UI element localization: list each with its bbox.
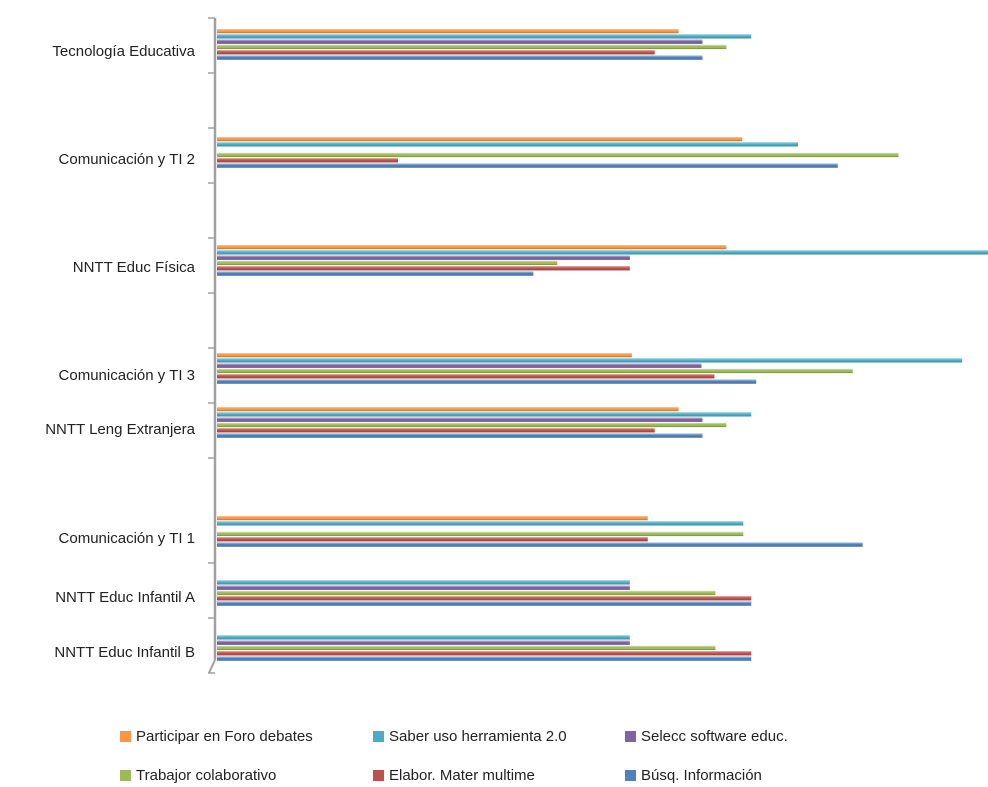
category-label: NNTT Educ Infantil A [55,589,195,606]
bar [217,260,558,266]
category-label: NNTT Leng Extranjera [45,421,195,438]
category-label: NNTT Educ Infantil B [54,644,195,661]
bar [217,358,963,363]
bar [217,635,630,640]
bar [217,266,630,271]
bar [217,29,679,34]
bar [217,407,679,412]
legend-item: Elabor. Mater multime [373,767,535,784]
bar [217,142,798,147]
bar [217,34,752,39]
bar [217,137,743,142]
bar-chart: Tecnología Educativa Comunicación y TI 2 N… [45,17,988,674]
legend: Participar en Foro debates Saber uso herr… [0,720,988,787]
bar [217,50,655,55]
category-label: NNTT Educ Física [73,259,196,276]
legend-label: Elabor. Mater multime [389,767,535,784]
bar [217,516,648,521]
bar [217,537,648,542]
bar [217,433,703,438]
bar [217,255,630,260]
legend-label: Participar en Foro debates [136,728,313,745]
bar [217,590,716,596]
legend-label: Selecc software educ. [641,728,788,745]
legend-label: Búsq. Información [641,767,762,784]
bar [217,531,744,537]
legend-item: Trabajor colaborativo [120,767,276,784]
bar [217,422,727,428]
bar [217,353,632,358]
bar [217,596,752,601]
legend-item: Saber uso herramienta 2.0 [373,728,567,745]
bar [217,601,752,606]
bar [217,651,752,656]
bar [217,250,988,255]
bar [217,44,727,50]
bar [217,39,703,44]
legend-item: Participar en Foro debates [120,728,313,745]
bar [217,363,702,368]
bar [217,417,703,422]
bar [217,55,703,60]
bar [217,640,630,645]
bar [217,374,715,379]
bar [217,428,655,433]
legend-swatch [625,731,636,742]
bar [217,158,399,163]
bar [217,585,630,590]
legend-label: Trabajor colaborativo [136,767,277,784]
category-label: Comunicación y TI 3 [59,367,195,384]
legend-label: Saber uso herramienta 2.0 [389,728,567,745]
bar [217,521,744,526]
legend-swatch [120,731,131,742]
bar [217,368,853,374]
bar [217,542,863,547]
category-label: Comunicación y TI 2 [59,151,195,168]
y-axis-base [208,659,216,674]
category-label: Tecnología Educativa [52,43,195,60]
legend-swatch [625,770,636,781]
legend-swatch [120,770,131,781]
bar [217,412,752,417]
bar [217,163,838,168]
legend-swatch [373,731,384,742]
category-label: Comunicación y TI 1 [59,530,195,547]
bar [217,271,534,276]
bar [217,645,716,651]
legend-item: Búsq. Información [625,767,762,784]
bar [217,656,752,661]
bar [217,580,630,585]
bar [217,379,757,384]
legend-swatch [373,770,384,781]
legend-item: Selecc software educ. [625,728,788,745]
bar [217,152,899,158]
bar [217,245,727,250]
